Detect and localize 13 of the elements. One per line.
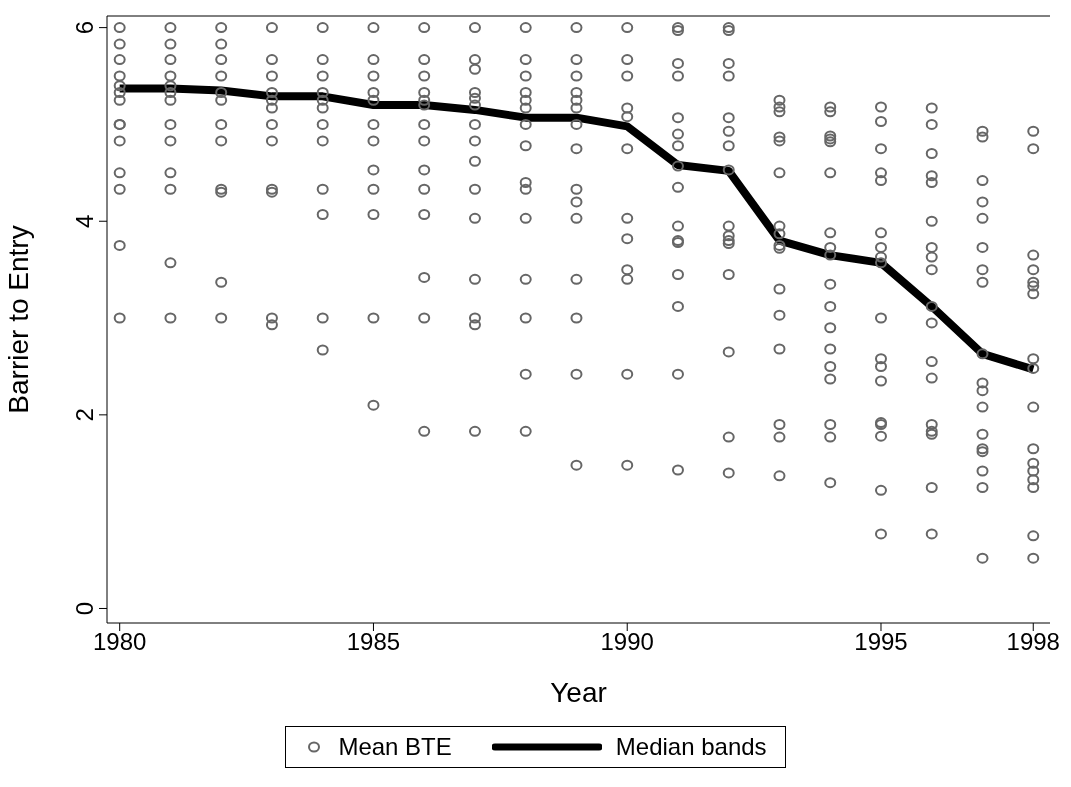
x-tick-label: 1995	[854, 628, 908, 656]
x-tick-label: 1998	[1006, 628, 1060, 656]
y-tick-label: 0	[71, 601, 98, 616]
y-tick-label: 6	[71, 20, 98, 35]
x-tick-label: 1985	[346, 628, 401, 656]
x-axis-title: Year	[550, 677, 607, 708]
y-tick-label: 4	[71, 214, 98, 228]
x-tick-label: 1990	[600, 628, 654, 656]
legend-label: Median bands	[615, 733, 767, 761]
x-tick-label: 1980	[92, 628, 147, 656]
y-tick-label: 2	[71, 408, 98, 422]
legend-label: Mean BTE	[338, 733, 452, 761]
y-axis-title: Barrier to Entry	[2, 225, 34, 414]
